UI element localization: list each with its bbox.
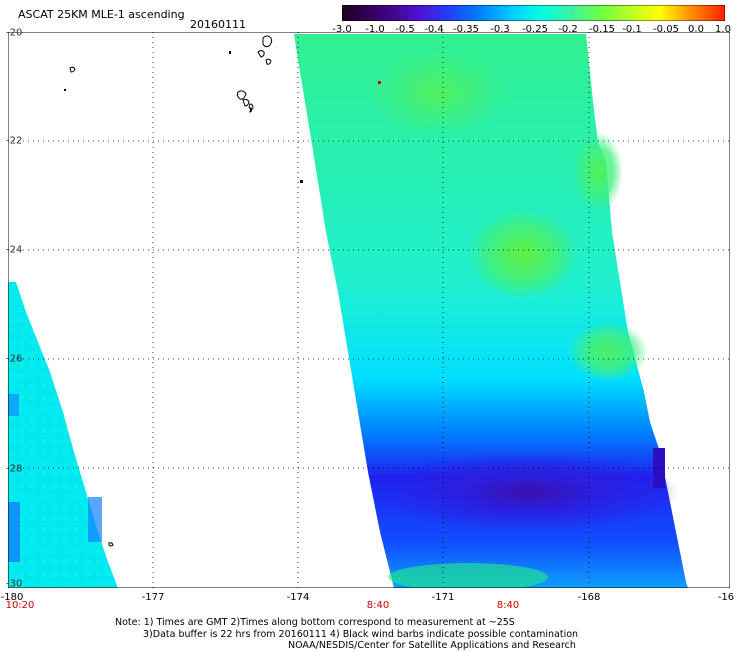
island-dot	[300, 180, 303, 183]
wind-cell	[8, 502, 20, 562]
lat-label: -22	[6, 135, 23, 147]
swath-left	[8, 282, 118, 588]
lat-label: -20	[6, 27, 23, 39]
lat-label: -24	[6, 244, 23, 256]
colorbar-label: 1.0	[715, 24, 731, 35]
colorbar-label: -0.05	[653, 24, 679, 35]
wind-patch	[368, 47, 508, 137]
time-label: 10:20	[5, 600, 35, 611]
note-line: NOAA/NESDIS/Center for Satellite Applica…	[288, 640, 576, 651]
wind-patch	[568, 322, 648, 382]
colorbar-label: -0.15	[589, 24, 615, 35]
colorbar-label: -0.35	[453, 24, 479, 35]
wind-patch	[388, 563, 548, 588]
island-outlines	[69, 35, 273, 547]
wind-cell	[8, 394, 19, 416]
lat-label: -26	[6, 353, 23, 365]
map-plot	[8, 32, 730, 588]
colorbar-labels: -3.0 -1.0 -0.5 -0.4 -0.35 -0.3 -0.25 -0.…	[330, 24, 740, 38]
colorbar-label: -0.5	[395, 24, 415, 35]
lon-label: -168	[577, 592, 601, 603]
lon-label: -16	[717, 592, 735, 603]
lon-label: -180	[0, 592, 24, 603]
colorbar-label: -0.25	[522, 24, 548, 35]
colorbar-label: -0.1	[622, 24, 642, 35]
colorbar-label: -1.0	[365, 24, 385, 35]
lon-label: -171	[431, 592, 455, 603]
colorbar-label: -0.4	[424, 24, 444, 35]
map-date: 20160111	[190, 18, 246, 31]
time-label: 8:40	[366, 600, 390, 611]
wind-patch	[468, 209, 578, 299]
wind-patch	[573, 132, 623, 212]
lat-label: -28	[6, 463, 23, 475]
colorbar-label: 0.0	[688, 24, 704, 35]
contamination-marker	[378, 81, 381, 84]
lon-label: -174	[286, 592, 310, 603]
time-label: 8:40	[496, 600, 520, 611]
map-title: ASCAT 25KM MLE-1 ascending	[18, 8, 185, 21]
lon-label: -177	[141, 592, 165, 603]
colorbar-label: -0.3	[490, 24, 510, 35]
lat-label: -30	[6, 578, 23, 590]
colorbar-label: -3.0	[332, 24, 352, 35]
colorbar	[342, 5, 725, 21]
island-dot	[64, 89, 66, 91]
colorbar-label: -0.2	[558, 24, 578, 35]
footnotes: Note: 1) Times are GMT 2)Times along bot…	[115, 617, 578, 652]
note-line: Note: 1) Times are GMT 2)Times along bot…	[115, 617, 515, 628]
graticule	[8, 32, 730, 588]
note-line: 3)Data buffer is 22 hrs from 20160111 4)…	[143, 628, 579, 640]
island-dot	[229, 51, 231, 54]
wind-core	[378, 452, 678, 532]
wind-cell	[88, 497, 102, 542]
